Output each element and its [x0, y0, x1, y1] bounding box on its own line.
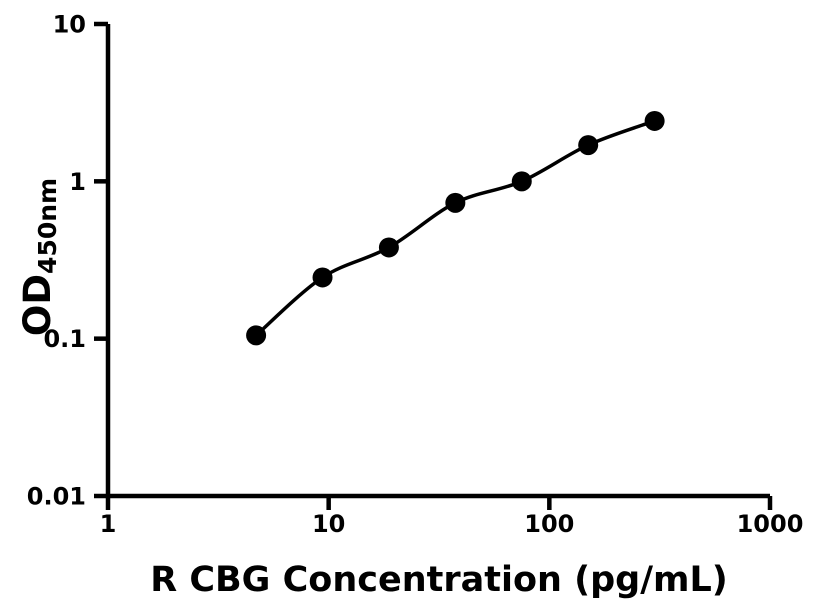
data-point [578, 135, 599, 156]
x-axis-title: R CBG Concentration (pg/mL) [150, 560, 728, 600]
axis-spine [105, 24, 770, 499]
data-point [511, 171, 532, 192]
y-tick-label: 1 [69, 168, 86, 196]
y-tick-label: 0.01 [27, 483, 86, 511]
data-point [445, 192, 466, 213]
data-point [644, 110, 665, 131]
x-tick-label: 100 [524, 510, 574, 538]
y-tick-label: 0.1 [43, 325, 86, 353]
y-axis-title: OD450nm [16, 178, 62, 336]
data-point [378, 237, 399, 258]
data-point [246, 325, 267, 346]
y-axis-title-subscript: 450nm [33, 178, 62, 274]
y-axis-title-main: OD [16, 274, 59, 336]
x-tick-label: 1 [100, 510, 117, 538]
x-tick-label: 10 [312, 510, 345, 538]
data-point [312, 267, 333, 288]
x-tick-label: 1000 [737, 510, 804, 538]
fit-curve-line [254, 119, 656, 337]
y-tick-label: 10 [53, 11, 86, 39]
